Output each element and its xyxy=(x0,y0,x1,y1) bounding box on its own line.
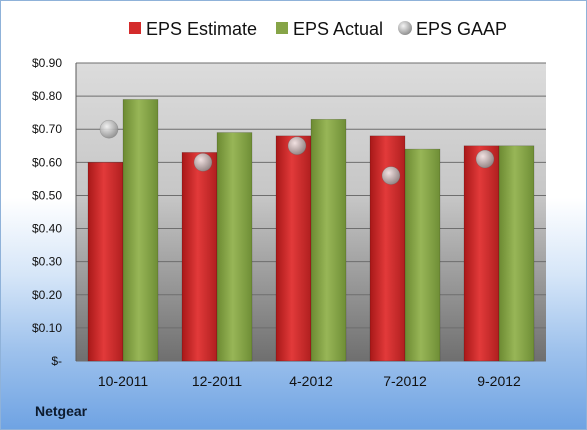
eps-actual-bar xyxy=(122,99,159,362)
company-label: Netgear xyxy=(35,403,88,419)
y-tick-label: $- xyxy=(51,354,62,368)
legend-label-eps-actual: EPS Actual xyxy=(293,19,383,39)
eps-actual-bar xyxy=(498,145,535,362)
legend-swatch-eps-estimate xyxy=(129,22,141,34)
y-tick-label: $0.20 xyxy=(32,288,62,302)
x-category-label: 7-2012 xyxy=(383,373,427,389)
x-category-label: 12-2011 xyxy=(192,373,243,389)
legend-swatch-eps-actual xyxy=(276,22,288,34)
eps-estimate-bar xyxy=(463,145,500,362)
y-tick-label: $0.80 xyxy=(32,89,62,103)
eps-actual-bar xyxy=(310,118,347,362)
eps-gaap-marker xyxy=(99,119,119,139)
y-axis-ticks: $- $0.10 $0.20 $0.30 $0.40 $0.50 $0.60 $0.70 $0.… xyxy=(32,56,62,368)
y-tick-label: $0.30 xyxy=(32,255,62,269)
legend-label-eps-gaap: EPS GAAP xyxy=(416,19,507,39)
x-category-label: 9-2012 xyxy=(477,373,521,389)
eps-actual-bar xyxy=(216,132,253,362)
eps-estimate-bar xyxy=(87,162,124,362)
legend: EPS Estimate EPS Actual EPS GAAP xyxy=(129,19,507,39)
y-tick-label: $0.60 xyxy=(32,155,62,169)
eps-estimate-bar xyxy=(181,152,218,362)
eps-gaap-marker xyxy=(475,149,495,169)
x-category-label: 10-2011 xyxy=(98,373,149,389)
y-tick-label: $0.90 xyxy=(32,56,62,70)
gaap-markers xyxy=(99,119,495,185)
eps-gaap-marker xyxy=(381,166,401,185)
y-tick-label: $0.40 xyxy=(32,222,62,236)
eps-actual-bar xyxy=(404,148,441,362)
x-category-label: 4-2012 xyxy=(289,373,333,389)
bars xyxy=(87,99,535,362)
eps-estimate-bar xyxy=(275,135,312,362)
legend-swatch-eps-gaap xyxy=(398,21,412,35)
eps-gaap-marker xyxy=(287,136,307,156)
y-tick-label: $0.50 xyxy=(32,188,62,202)
y-tick-label: $0.10 xyxy=(32,321,62,335)
legend-label-eps-estimate: EPS Estimate xyxy=(146,19,257,39)
eps-gaap-marker xyxy=(193,153,213,172)
y-tick-label: $0.70 xyxy=(32,122,62,136)
x-axis-categories: 10-2011 12-2011 4-2012 7-2012 9-2012 xyxy=(98,373,521,389)
